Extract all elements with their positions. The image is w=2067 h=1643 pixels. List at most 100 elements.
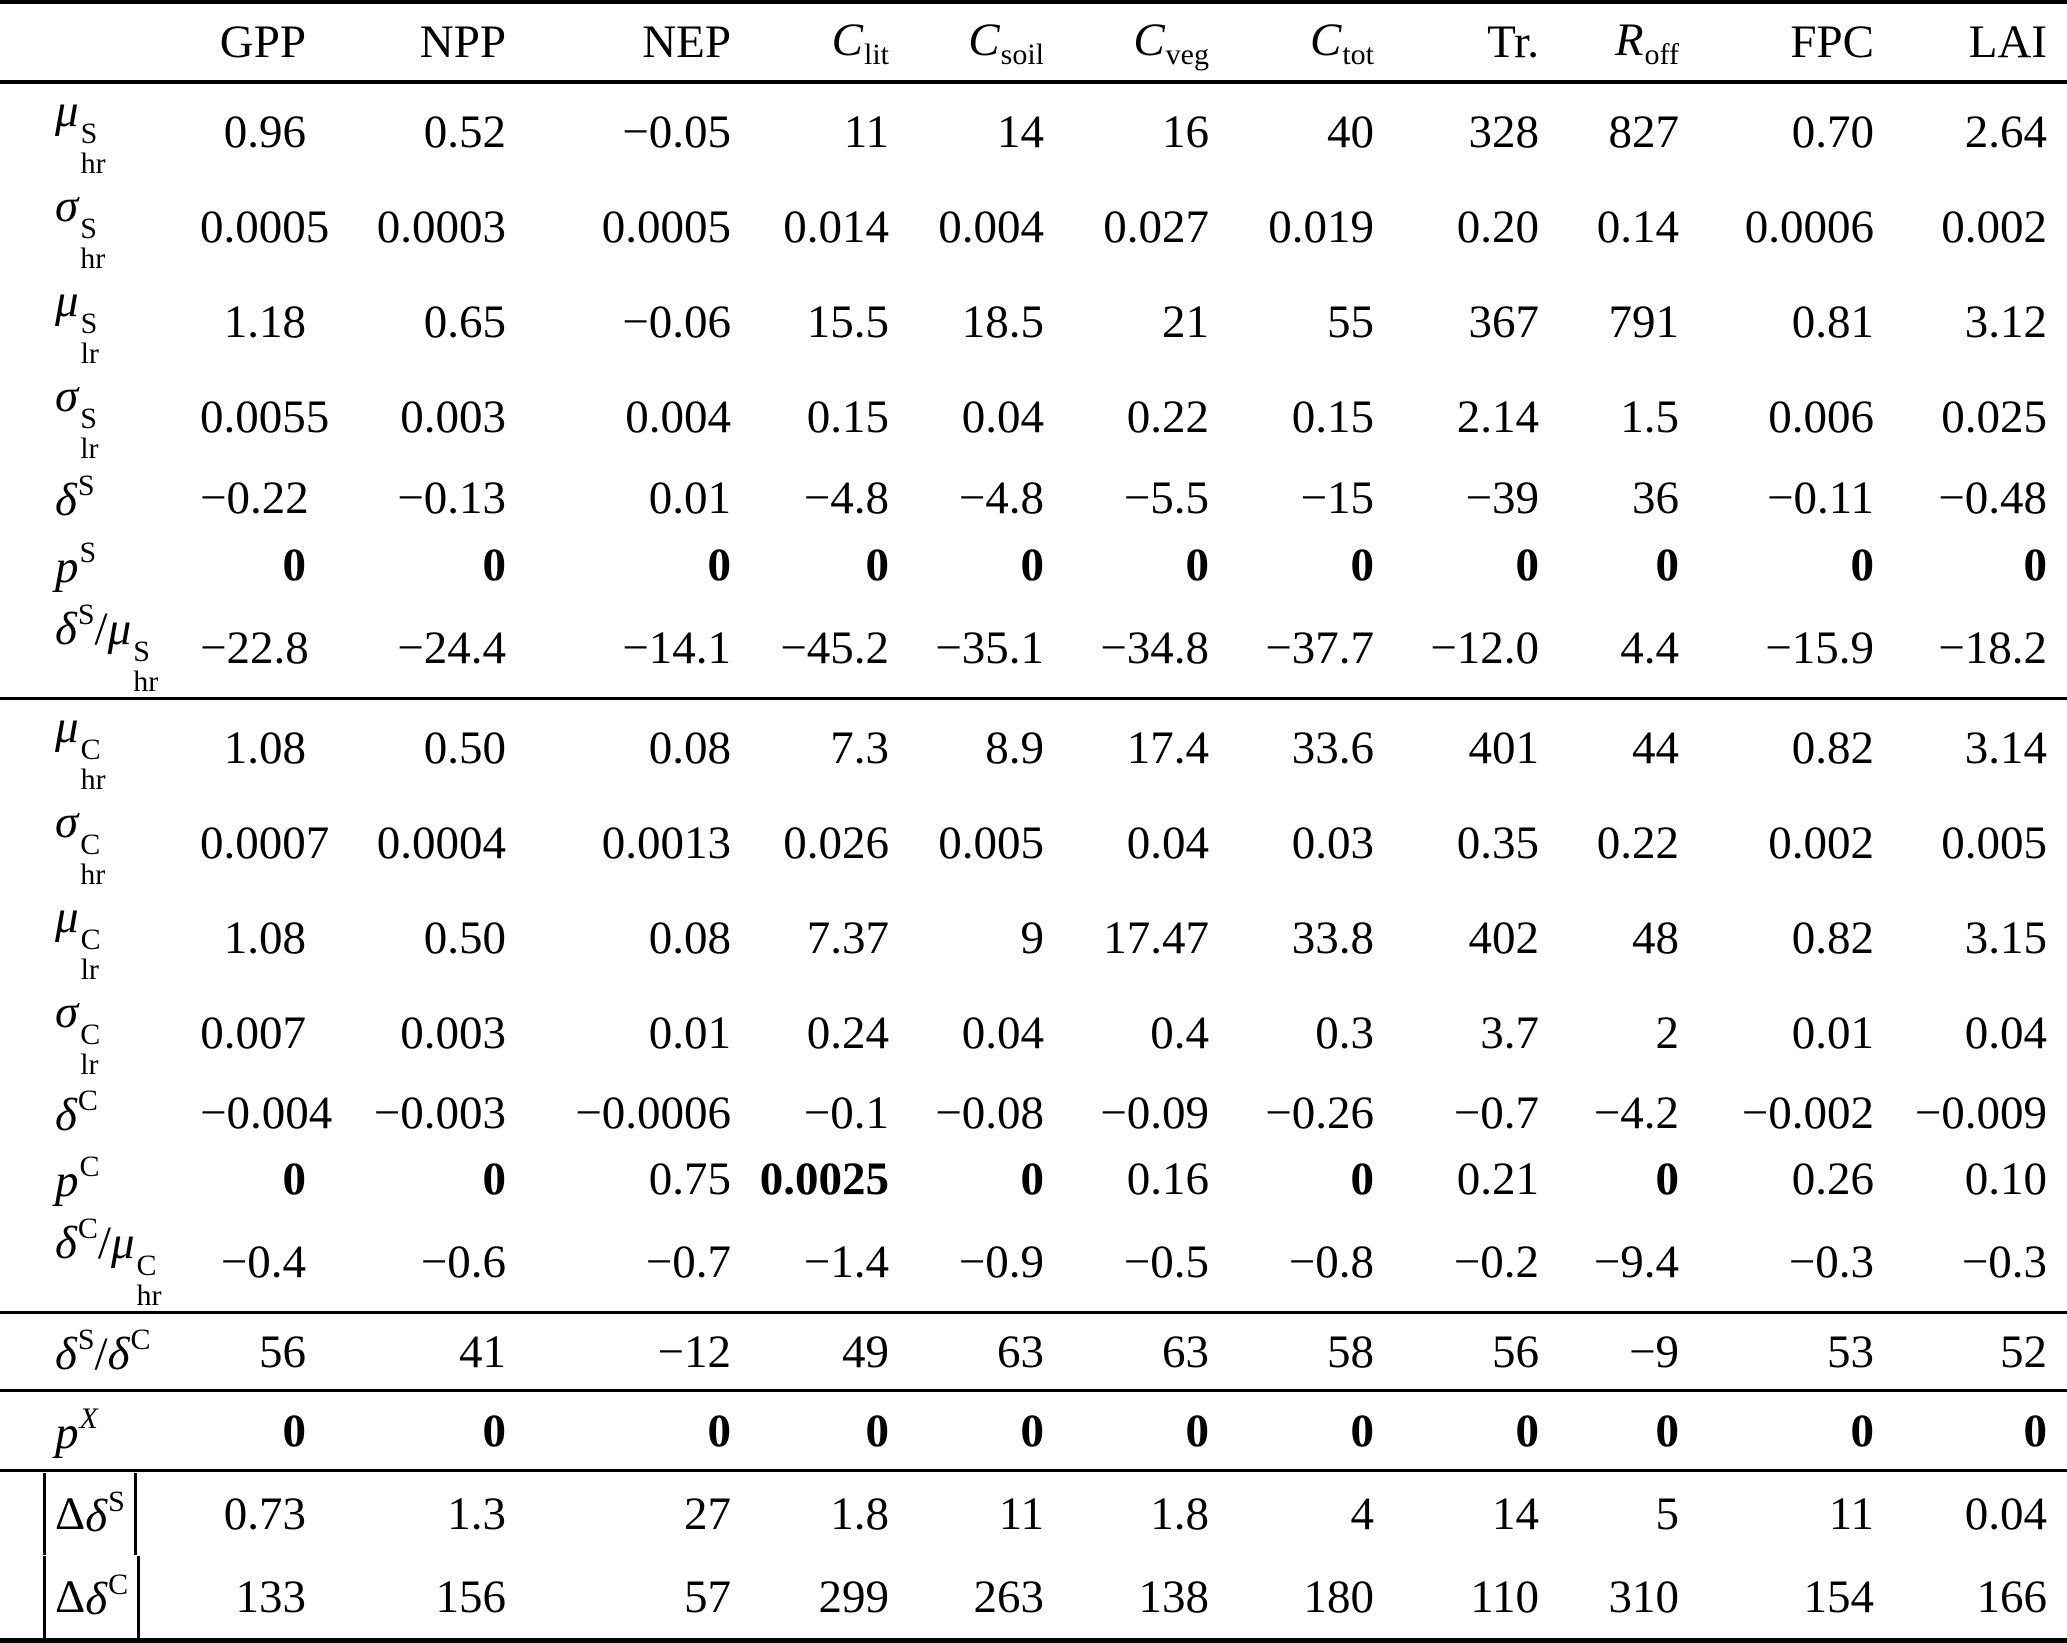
table-cell: 7.37: [806, 911, 889, 964]
label-part: GPP: [220, 16, 306, 68]
table-cell: 3.14: [1964, 721, 2047, 774]
label-part: /: [95, 1328, 108, 1380]
label-part: /: [98, 1217, 111, 1269]
table-cell: −0.002: [1741, 1087, 1874, 1139]
table-cell: 0: [1850, 538, 1875, 591]
label-part: Tr.: [1487, 16, 1539, 68]
column-header: Roff: [1555, 2, 1695, 82]
table-cell: 328: [1468, 105, 1540, 158]
table-cell: 0.003: [400, 390, 506, 443]
table-cell: 18.5: [961, 295, 1044, 348]
table-row-delta-C: δC −0.004 −0.003 −0.0006 −0.1 −0.08 −0.09 −0.26…: [0, 1080, 2067, 1146]
column-header: GPP: [200, 2, 322, 82]
symbol-base: σ: [55, 986, 79, 1038]
table-cell: −39: [1465, 471, 1539, 524]
symbol-base: p: [55, 1406, 79, 1459]
symbol-base: Δ: [55, 1570, 86, 1623]
table-cell: 402: [1468, 911, 1540, 964]
superscript: C: [80, 828, 101, 861]
table-cell: 0.004: [625, 390, 731, 443]
table-cell: 0: [2023, 1404, 2048, 1457]
subscript: lr: [80, 337, 99, 370]
subscript: tot: [1342, 37, 1374, 71]
symbol-base: NEP: [642, 16, 731, 68]
table-cell: 0.019: [1268, 200, 1374, 253]
table-cell: −9.4: [1593, 1235, 1679, 1288]
table-cell: 0.007: [200, 1006, 306, 1059]
table-cell: −34.8: [1100, 621, 1209, 674]
table-cell: −0.4: [220, 1235, 306, 1288]
table-cell: 0.0005: [200, 200, 330, 253]
table-cell: −0.1: [803, 1087, 889, 1139]
superscript: S: [79, 535, 97, 569]
column-header: Tr.: [1390, 2, 1555, 82]
table-cell: 0.82: [1791, 721, 1874, 774]
table-cell: 791: [1608, 295, 1680, 348]
table-cell: 0.01: [1791, 1006, 1874, 1059]
table-cell: 0.75: [648, 1153, 731, 1205]
table-cell: 55: [1327, 295, 1374, 348]
symbol-base: C: [1309, 13, 1342, 66]
table-cell: 1.08: [223, 721, 306, 774]
table-cell: −0.05: [622, 105, 731, 158]
table-cell: −0.009: [1914, 1087, 2047, 1139]
symbol-base: Δ: [55, 1487, 86, 1540]
table-cell: 110: [1470, 1570, 1539, 1623]
table-cell: 0.002: [1941, 200, 2047, 253]
subscript: hr: [80, 763, 106, 796]
table-cell: 0: [865, 1404, 890, 1457]
superscript: C: [77, 1084, 98, 1117]
table-cell: 0.01: [648, 471, 731, 524]
table-cell: 0.0004: [376, 816, 506, 869]
symbol-base: C: [968, 13, 1000, 66]
table-cell: 0.73: [223, 1487, 306, 1540]
table-cell: 0.04: [1964, 1006, 2047, 1059]
symbol-base: σ: [55, 370, 79, 422]
column-header: NPP: [322, 2, 522, 82]
separator-slash: /: [94, 1327, 108, 1380]
subscript: hr: [133, 665, 159, 698]
table-section: pX 0 0 0 0 0 0 0 0 0 0 0: [0, 1390, 2067, 1471]
table-cell: −4.2: [1593, 1087, 1679, 1139]
table-cell: −35.1: [935, 621, 1044, 674]
table-cell: 0: [1515, 1404, 1540, 1457]
row-label: pS: [0, 531, 200, 598]
table-cell: 0.014: [783, 200, 889, 253]
symbol-base: δ: [55, 473, 77, 526]
table-cell: 263: [973, 1570, 1045, 1623]
table-cell: 367: [1468, 295, 1540, 348]
superscript: S: [77, 468, 95, 502]
table-cell: 1.18: [223, 295, 306, 348]
table-cell: 0.70: [1791, 105, 1874, 158]
table-cell: 0.005: [1941, 816, 2047, 869]
table-cell: 0.004: [938, 200, 1044, 253]
table-cell: 17.4: [1126, 721, 1209, 774]
table-cell: −0.0006: [575, 1087, 731, 1139]
table-cell: 0: [1020, 1404, 1045, 1457]
table-cell: 0: [707, 538, 732, 591]
table-cell: −5.5: [1123, 471, 1209, 524]
table-cell: −0.3: [1788, 1235, 1874, 1288]
table-cell: −4.8: [803, 471, 889, 524]
table-cell: −0.8: [1288, 1235, 1374, 1288]
table-cell: 0: [1350, 1153, 1375, 1205]
table-cell: −0.2: [1453, 1235, 1539, 1288]
symbol-base: C: [1133, 13, 1165, 66]
table-cell: 0: [282, 1153, 307, 1205]
symbol-base: σ: [55, 180, 79, 232]
symbol-base: C: [831, 13, 863, 66]
symbol-base: μ: [55, 85, 79, 137]
table-cell: 11: [843, 105, 889, 158]
label-part: Δ: [55, 1570, 85, 1624]
